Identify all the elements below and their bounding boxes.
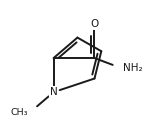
Text: O: O <box>90 19 99 29</box>
Text: N: N <box>50 87 57 97</box>
Text: CH₃: CH₃ <box>11 108 28 117</box>
Text: NH₂: NH₂ <box>123 63 142 73</box>
